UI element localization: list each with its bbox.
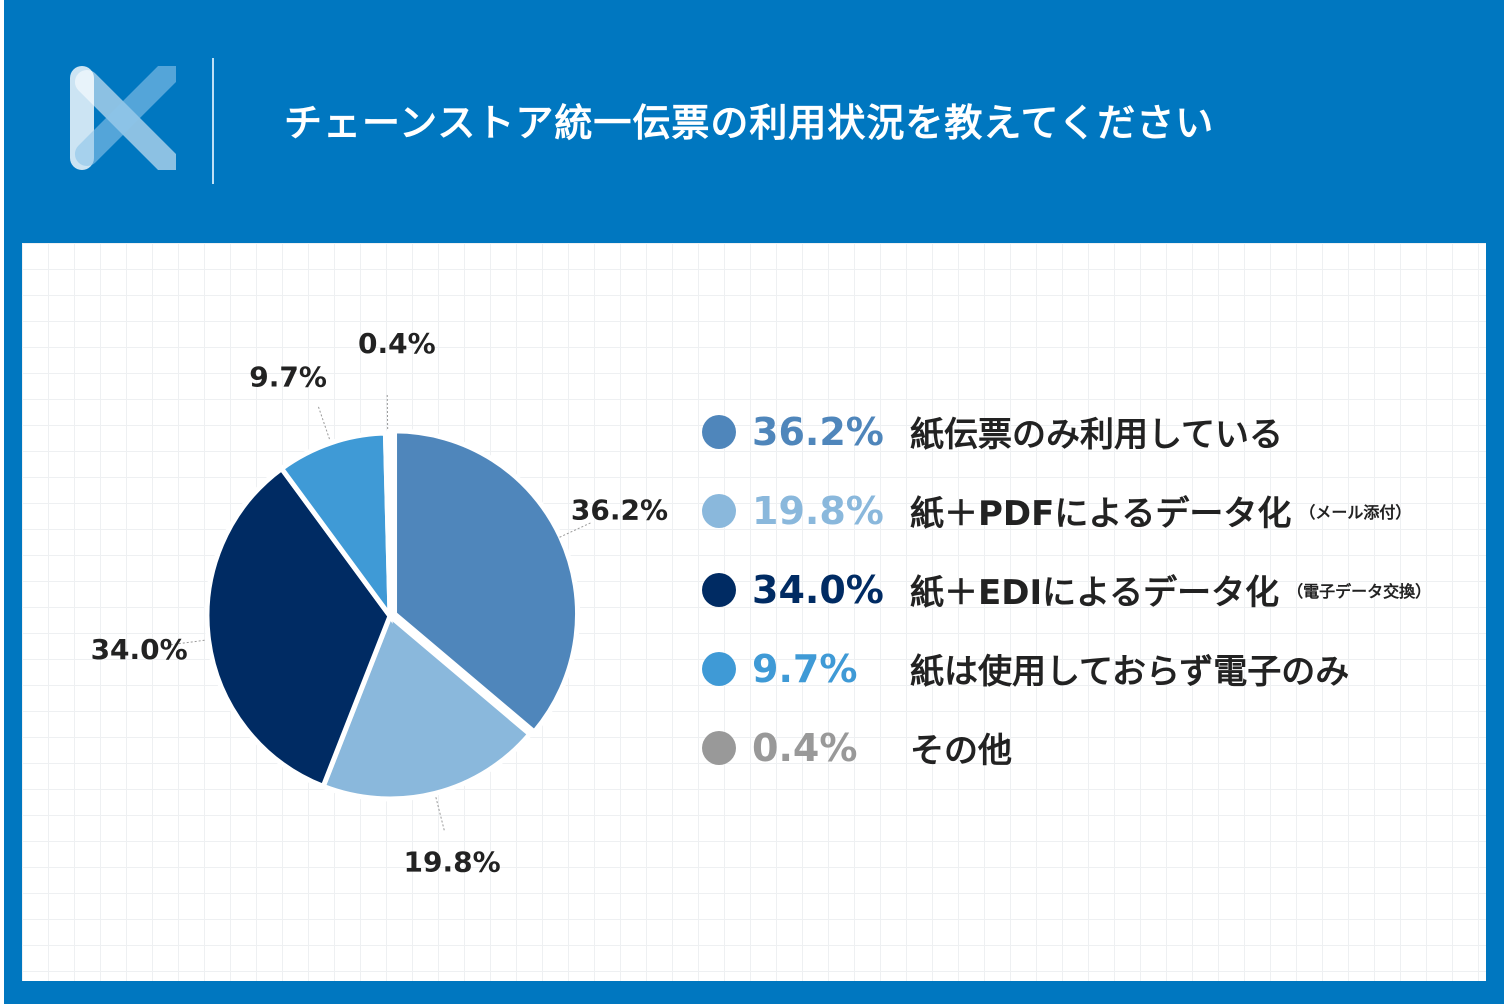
leader-line (435, 797, 445, 831)
legend-note: （電子データ交換） (1287, 581, 1432, 601)
pie-slice (278, 430, 393, 624)
page-title: チェーンストア統一伝票の利用状況を教えてください (284, 101, 1215, 145)
legend-note: （メール添付） (1299, 502, 1412, 522)
legend-dot-icon (702, 493, 736, 528)
legend-item: 9.7% 紙は使用しておらず電子のみ (702, 629, 1431, 708)
legend-item: 34.0% 紙＋EDIによるデータ化 （電子データ交換） (702, 550, 1431, 629)
legend-percent: 34.0% (752, 567, 884, 612)
legend-item: 0.4% その他 (702, 708, 1431, 787)
legend-item: 19.8% 紙＋PDFによるデータ化 （メール添付） (702, 471, 1431, 550)
header-divider (212, 58, 214, 184)
legend-percent: 19.8% (752, 488, 884, 533)
slice-data-label: 36.2% (571, 493, 668, 526)
pie-slice (382, 430, 393, 617)
logo (70, 66, 176, 170)
legend-label: その他 (910, 731, 1012, 771)
legend-dot-icon (702, 651, 736, 686)
slice-data-label: 9.7% (249, 361, 327, 394)
legend-dot-icon (702, 414, 736, 449)
pie-slice (319, 611, 534, 802)
pie-slice (204, 465, 393, 790)
slice-data-label: 0.4% (358, 327, 436, 360)
leader-line (559, 522, 591, 538)
legend-label: 紙伝票のみ利用している (910, 415, 1283, 455)
legend-dot-icon (702, 572, 736, 607)
slice-data-label: 34.0% (91, 633, 188, 666)
legend-label: 紙は使用しておらず電子のみ (910, 652, 1350, 692)
legend-label: 紙＋PDFによるデータ化 (910, 494, 1292, 534)
leader-line (170, 639, 205, 646)
slice-data-label: 19.8% (404, 845, 501, 878)
legend-label: 紙＋EDIによるデータ化 (910, 573, 1280, 613)
leader-line (318, 406, 330, 440)
legend-percent: 9.7% (752, 646, 858, 691)
legend-dot-icon (702, 730, 736, 765)
legend-item: 36.2% 紙伝票のみ利用している (702, 392, 1431, 471)
legend-percent: 0.4% (752, 725, 858, 770)
legend-percent: 36.2% (752, 409, 884, 454)
legend: 36.2% 紙伝票のみ利用している 19.8% 紙＋PDFによるデータ化 （メール添付）… (702, 392, 1431, 787)
